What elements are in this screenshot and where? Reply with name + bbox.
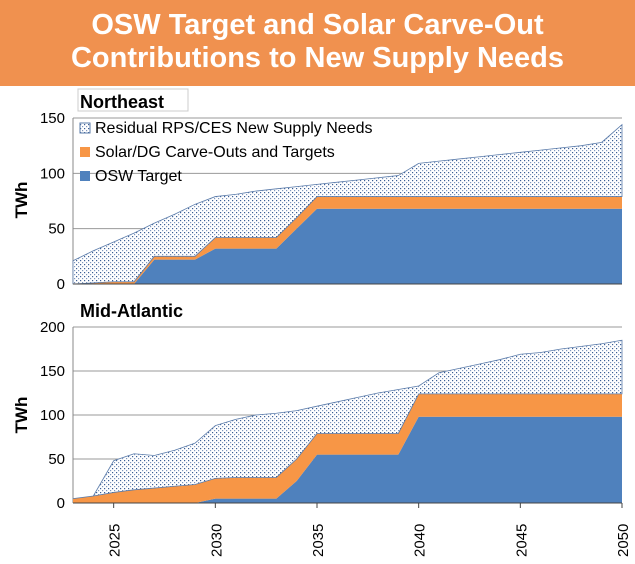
y-tick-label: 0 — [57, 276, 65, 293]
legend-label: OSW Target — [95, 168, 182, 185]
x-tick-label: 2045 — [513, 524, 530, 557]
osw-area — [73, 208, 622, 284]
chart-title: Mid-Atlantic — [80, 301, 183, 321]
x-tick-label: 2040 — [412, 524, 429, 557]
y-tick-label: 100 — [40, 407, 65, 424]
x-tick-label: 2035 — [310, 524, 327, 557]
legend-label: Residual RPS/CES New Supply Needs — [95, 120, 372, 137]
chart-title-box — [77, 88, 189, 112]
residual-area — [72, 123, 623, 285]
legend-swatch — [80, 171, 90, 181]
y-axis-label: TWh — [12, 182, 31, 219]
residual-area — [72, 339, 623, 499]
x-tick-label: 2030 — [208, 524, 225, 557]
y-axis-label: TWh — [12, 397, 31, 434]
chart-title: Northeast — [80, 92, 164, 112]
solar-area — [73, 393, 622, 503]
mid-atlantic-chart: 0 50 100 150 200 TWh Mid-Atlantic 2025 2030 2035 2… — [12, 301, 632, 557]
y-tick-label: 50 — [48, 221, 65, 238]
title-line-2: Contributions to New Supply Needs — [70, 42, 564, 74]
y-tick-label: 100 — [40, 165, 65, 182]
solar-area — [73, 196, 622, 284]
legend: Residual RPS/CES New Supply Needs Solar/D… — [79, 120, 372, 185]
y-tick-label: 50 — [48, 451, 65, 468]
x-tick-label: 2025 — [107, 524, 124, 557]
x-tick-label: 2050 — [615, 524, 632, 557]
y-tick-label: 150 — [40, 363, 65, 380]
legend-swatch — [79, 122, 91, 134]
osw-area — [73, 416, 622, 503]
title-line-1: OSW Target and Solar Carve-Out — [91, 9, 544, 41]
y-tick-label: 200 — [40, 319, 65, 336]
legend-label: Solar/DG Carve-Outs and Targets — [95, 144, 335, 161]
northeast-chart: 0 50 100 150 TWh Northeast — [12, 88, 623, 293]
legend-swatch — [80, 147, 90, 157]
title-banner: OSW Target and Solar Carve-Out Contribut… — [0, 0, 635, 86]
y-tick-label: 150 — [40, 110, 65, 127]
y-tick-label: 0 — [57, 495, 65, 512]
